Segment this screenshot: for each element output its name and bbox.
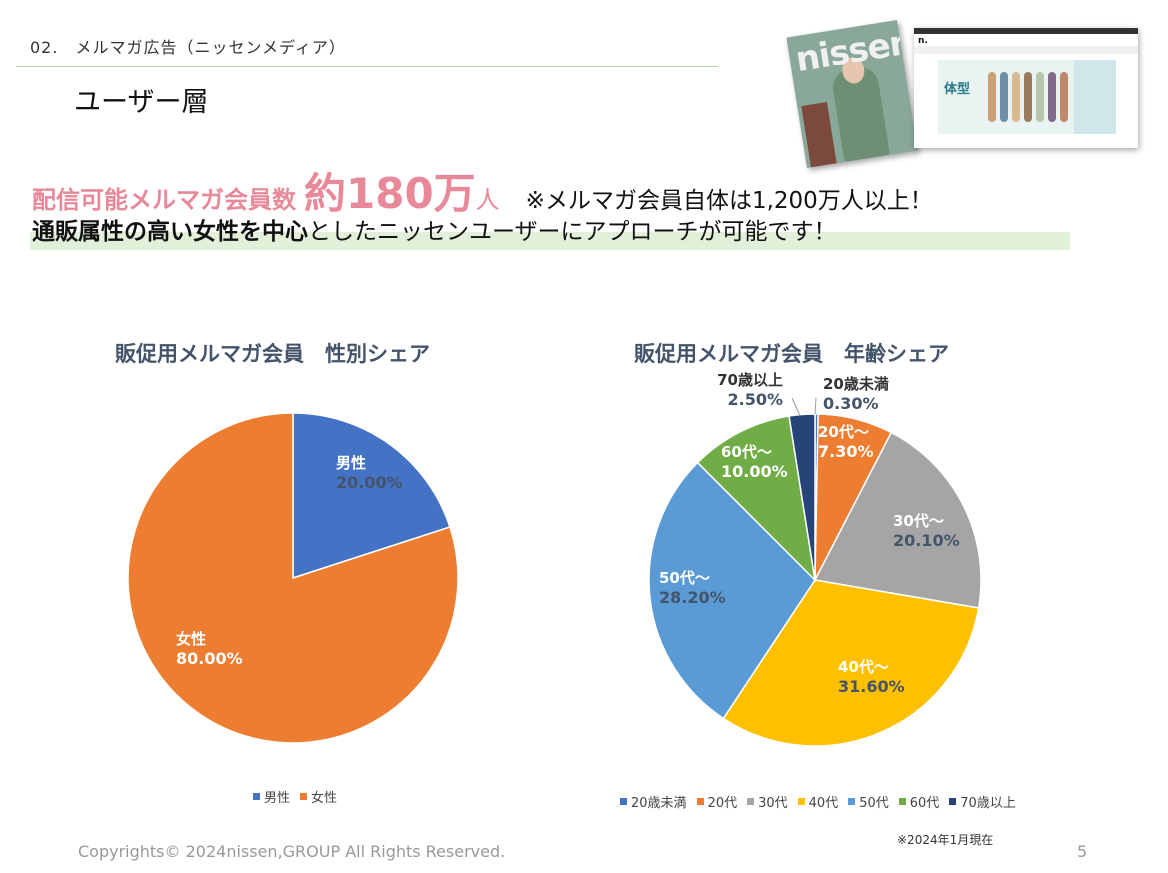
member-count-headline: 配信可能メルマガ会員数 約180万人 ※メルマガ会員自体は1,200万人以上！ <box>32 160 933 221</box>
legend-item: 30代 <box>747 792 788 811</box>
website-model-figure <box>1024 72 1032 122</box>
slice-value-label: 10.00% <box>721 462 788 481</box>
legend-item: 女性 <box>300 787 337 806</box>
legend-swatch <box>898 798 906 805</box>
website-topbar <box>914 28 1138 34</box>
website-model-figure <box>1000 72 1008 122</box>
slice-category-label: 20歳未満 <box>823 375 889 393</box>
pie-slice <box>722 579 980 747</box>
website-model-figure <box>1048 72 1056 122</box>
section-label: 02. メルマガ広告（ニッセンメディア） <box>30 38 346 57</box>
gender-chart-legend: 男性 女性 <box>253 787 337 806</box>
gender-chart-title: 販促用メルマガ会員 性別シェア <box>115 342 430 366</box>
footer-copyright: Copyrights© 2024nissen,GROUP All Rights … <box>78 842 506 861</box>
website-side-banner <box>1074 60 1116 134</box>
website-model-figure <box>1036 72 1044 122</box>
pie-slice <box>292 412 451 580</box>
website-logo: n. <box>918 36 928 46</box>
slice-value-label: 20.10% <box>893 531 960 550</box>
slice-category-label: 70歳以上 <box>717 371 783 389</box>
pie-slice <box>127 412 459 744</box>
age-chart-title: 販促用メルマガ会員 年齢シェア <box>634 342 949 366</box>
slice-category-label: 20代～ <box>818 423 869 441</box>
member-count-number: 約180万 <box>304 169 476 218</box>
legend-item: 男性 <box>253 787 290 806</box>
legend-label: 70歳以上 <box>960 796 1016 811</box>
slice-category-label: 50代～ <box>659 569 710 587</box>
website-model-figure <box>1012 72 1020 122</box>
legend-item: 20代 <box>696 792 738 811</box>
member-count-label: 配信可能メルマガ会員数 <box>32 186 296 214</box>
legend-swatch <box>253 793 260 800</box>
legend-item: 70歳以上 <box>949 792 1016 811</box>
age-chart-legend: 20歳未満 20代 30代 40代 50代 60代 70歳以上 <box>620 792 1016 811</box>
pie-slice <box>696 415 817 583</box>
legend-label: 男性 <box>264 791 291 806</box>
slice-value-label: 28.20% <box>659 588 726 607</box>
leader-line <box>814 397 817 415</box>
as-of-date-note: ※2024年1月現在 <box>897 833 994 847</box>
page-number: 5 <box>1077 842 1088 861</box>
website-model-figure <box>988 72 996 122</box>
slice-value-label: 0.30% <box>823 394 879 413</box>
pie-slice <box>648 461 816 720</box>
legend-label: 女性 <box>311 791 338 806</box>
legend-swatch <box>747 798 755 805</box>
website-banner-text: 体型 <box>944 82 971 97</box>
member-count-note: ※メルマガ会員自体は1,200万人以上！ <box>525 188 933 214</box>
legend-item: 40代 <box>797 792 839 811</box>
legend-swatch <box>797 798 805 805</box>
approach-statement-rest: としたニッセンユーザーにアプローチが可能です！ <box>308 219 837 245</box>
slice-value-label: 7.30% <box>818 442 874 461</box>
legend-item: 50代 <box>848 792 889 811</box>
legend-swatch <box>620 798 627 805</box>
slice-category-label: 男性 <box>336 454 366 472</box>
slice-value-label: 80.00% <box>176 649 243 668</box>
legend-label: 40代 <box>808 796 839 811</box>
page-title: ユーザー層 <box>74 87 209 118</box>
slice-category-label: 40代～ <box>838 658 889 676</box>
slice-category-label: 女性 <box>176 630 206 648</box>
legend-label: 20歳未満 <box>631 796 687 811</box>
legend-label: 20代 <box>707 796 738 811</box>
legend-swatch <box>696 798 704 805</box>
website-screenshot-image: n. 体型 <box>914 28 1138 148</box>
pie-slice <box>788 413 816 581</box>
approach-statement: 通販属性の高い女性を中心としたニッセンユーザーにアプローチが可能です！ <box>32 212 837 246</box>
legend-label: 50代 <box>859 796 889 811</box>
legend-item: 60代 <box>898 792 940 811</box>
legend-swatch <box>300 793 308 800</box>
legend-swatch <box>949 798 957 805</box>
slice-category-label: 60代～ <box>721 443 772 461</box>
pie-slice <box>813 431 982 609</box>
slice-value-label: 20.00% <box>336 473 403 492</box>
legend-item: 20歳未満 <box>620 792 687 811</box>
legend-label: 60代 <box>909 796 940 811</box>
slice-category-label: 30代～ <box>893 512 944 530</box>
legend-label: 30代 <box>758 796 788 811</box>
website-model-figure <box>1060 72 1068 122</box>
website-nav <box>914 46 1138 54</box>
highlight-bar <box>30 232 1070 250</box>
section-divider <box>16 66 718 67</box>
approach-statement-bold: 通販属性の高い女性を中心 <box>32 219 308 245</box>
leader-line <box>791 397 801 417</box>
slice-value-label: 2.50% <box>727 390 783 409</box>
member-count-unit: 人 <box>475 186 500 214</box>
legend-swatch <box>848 798 856 805</box>
slice-value-label: 31.60% <box>838 677 905 696</box>
